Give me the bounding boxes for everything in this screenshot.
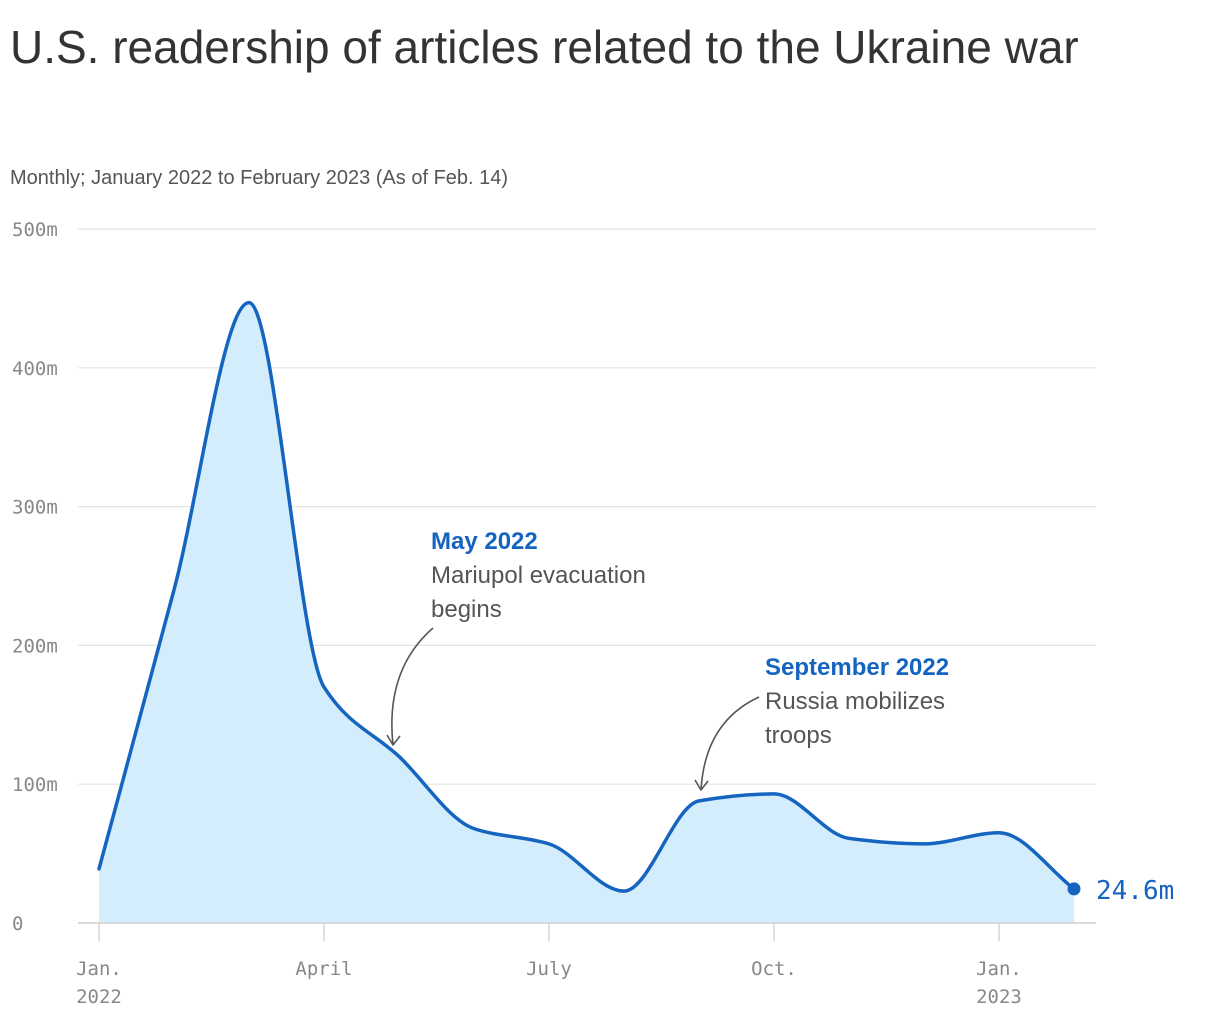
y-tick-label: 100m xyxy=(12,774,58,796)
area-fill xyxy=(99,302,1074,923)
annotation-arrowhead xyxy=(386,734,401,746)
annotation-text: begins xyxy=(431,596,502,623)
x-tick-year: 2022 xyxy=(76,986,122,1008)
annotation: September 2022 Russia mobilizes troops xyxy=(694,654,949,791)
y-tick-label: 200m xyxy=(12,635,58,657)
chart-title: U.S. readership of articles related to t… xyxy=(10,21,1079,73)
annotation-text: Mariupol evacuation xyxy=(431,562,646,589)
y-tick-label: 400m xyxy=(12,358,58,380)
y-tick-label: 0 xyxy=(12,913,23,935)
annotation-arrowhead xyxy=(694,779,709,791)
x-tick-label: Jan. xyxy=(76,958,122,980)
x-tick-label: Oct. xyxy=(751,958,797,980)
y-tick-label: 500m xyxy=(12,219,58,241)
annotation-arrow xyxy=(391,627,434,746)
annotation-title: September 2022 xyxy=(765,654,949,681)
annotation-text: Russia mobilizes xyxy=(765,688,945,715)
annotation-arrow xyxy=(700,696,760,791)
annotation-title: May 2022 xyxy=(431,528,538,555)
chart-subtitle: Monthly; January 2022 to February 2023 (… xyxy=(10,167,509,189)
end-value-label: 24.6m xyxy=(1096,876,1174,906)
x-tick-label: Jan. xyxy=(976,958,1022,980)
series-line xyxy=(97,300,1076,893)
x-tick-label: April xyxy=(295,958,352,980)
end-point xyxy=(1067,882,1081,896)
annotation-text: troops xyxy=(765,722,832,749)
x-tick-year: 2023 xyxy=(976,986,1022,1008)
y-tick-label: 300m xyxy=(12,497,58,519)
annotation: May 2022 Mariupol evacuation begins xyxy=(386,528,646,746)
x-tick-label: July xyxy=(526,958,572,980)
